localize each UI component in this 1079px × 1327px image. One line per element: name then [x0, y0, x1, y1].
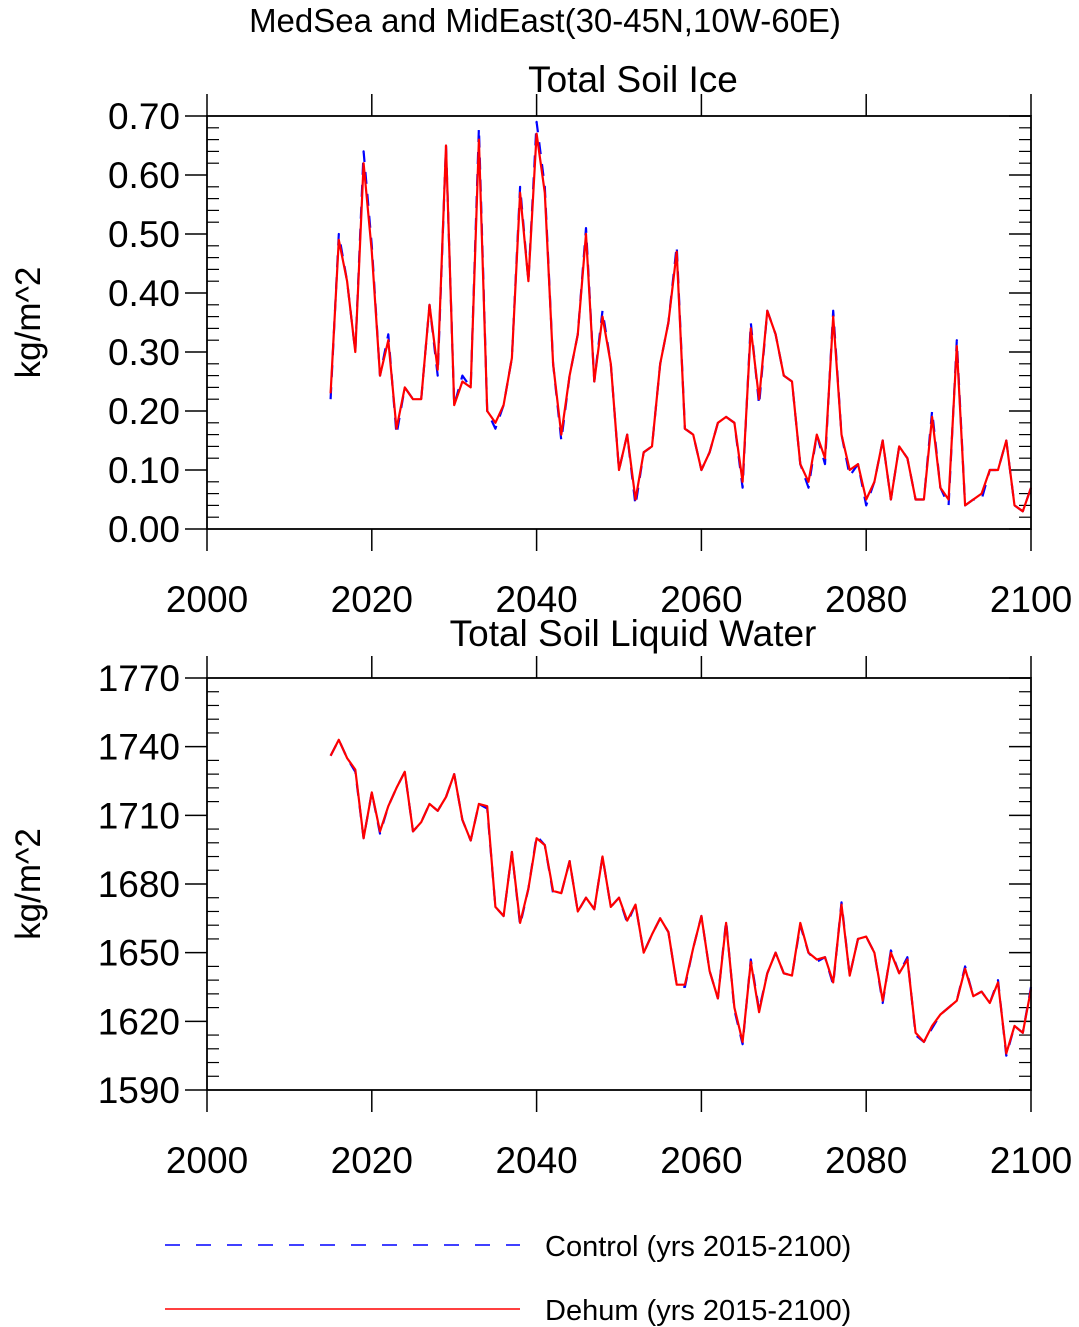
- plot-frame: [206, 677, 1032, 1091]
- x-tick-label: 2000: [166, 1140, 248, 1181]
- y-tick-label: 1740: [98, 727, 180, 768]
- y-axis-label: kg/m^2: [9, 828, 48, 940]
- y-tick-label: 0.50: [108, 214, 180, 255]
- y-tick-label: 0.30: [108, 332, 180, 373]
- chart-panel-soil-ice: Total Soil Ice kg/m^2 0.00 0.10 0.20 0.30 0.40…: [9, 59, 1072, 620]
- y-tick-label: 1620: [98, 1001, 180, 1042]
- legend-label-control: Control (yrs 2015-2100): [545, 1231, 851, 1263]
- x-tick-label: 2080: [825, 1140, 907, 1181]
- series-line-dehum: [329, 132, 1033, 513]
- y-tick-label: 1680: [98, 864, 180, 905]
- y-tick-label: 0.10: [108, 450, 180, 491]
- y-tick-label: 1590: [98, 1070, 180, 1111]
- x-tick-label: 2060: [660, 579, 742, 620]
- x-tick-label: 2100: [990, 1140, 1072, 1181]
- plot-frame: [206, 115, 1032, 530]
- figure-title: MedSea and MidEast(30-45N,10W-60E): [249, 2, 841, 39]
- x-tick-label: 2080: [825, 579, 907, 620]
- y-tick-label: 0.20: [108, 391, 180, 432]
- x-tick-label: 2060: [660, 1140, 742, 1181]
- x-tick-label: 2020: [331, 1140, 413, 1181]
- y-tick-label: 1650: [98, 933, 180, 974]
- y-axis-label: kg/m^2: [9, 267, 48, 379]
- y-tick-label: 0.00: [108, 509, 180, 550]
- chart-title: Total Soil Liquid Water: [450, 613, 817, 654]
- x-tick-label: 2000: [166, 579, 248, 620]
- chart-title: Total Soil Ice: [528, 59, 738, 100]
- series-line-dehum: [329, 738, 1033, 1055]
- y-tick-label: 0.60: [108, 155, 180, 196]
- x-tick-label: 2040: [495, 1140, 577, 1181]
- x-tick-label: 2020: [331, 579, 413, 620]
- x-tick-label: 2040: [495, 579, 577, 620]
- y-tick-label: 1770: [98, 658, 180, 699]
- x-tick-label: 2100: [990, 579, 1072, 620]
- legend-label-dehum: Dehum (yrs 2015-2100): [545, 1295, 851, 1327]
- chart-panel-soil-liquid-water: Total Soil Liquid Water kg/m^2 1590 1620 165…: [9, 613, 1072, 1181]
- y-tick-label: 0.40: [108, 273, 180, 314]
- series-line-control: [329, 738, 1033, 1057]
- y-tick-label: 1710: [98, 795, 180, 836]
- legend: Control (yrs 2015-2100) Dehum (yrs 2015-…: [165, 1231, 851, 1327]
- y-tick-label: 0.70: [108, 96, 180, 137]
